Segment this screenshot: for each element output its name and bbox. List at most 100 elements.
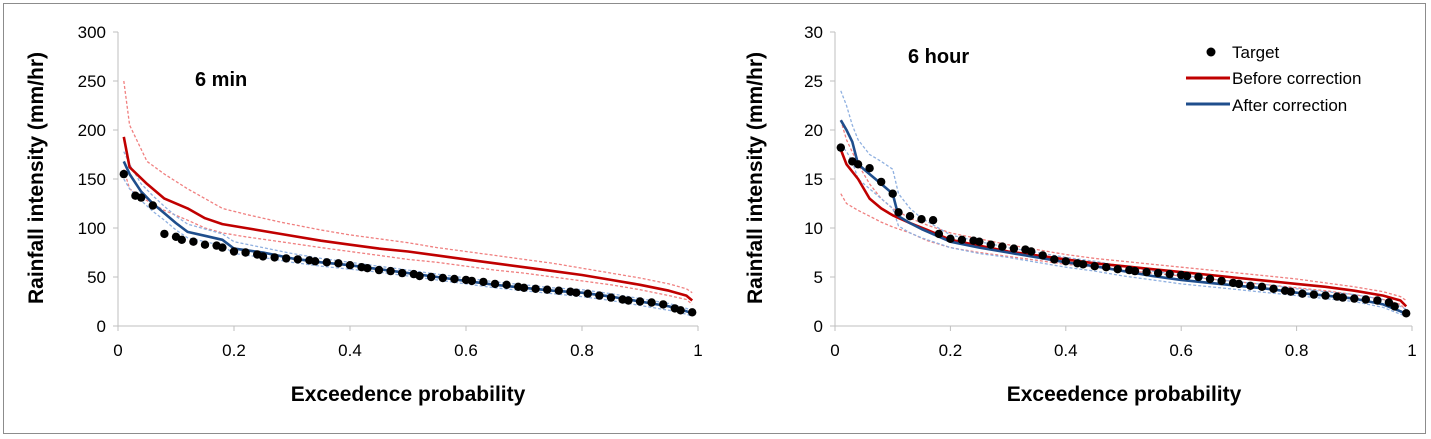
before-band-line <box>840 193 1407 311</box>
target-point <box>1217 276 1226 286</box>
target-point <box>1286 287 1296 296</box>
target-point <box>1130 266 1140 276</box>
target-point <box>1321 291 1330 300</box>
x-tick-label: 0.8 <box>1285 341 1309 360</box>
y-tick-label: 300 <box>78 23 106 42</box>
x-tick-label: 0.8 <box>570 341 594 360</box>
target-point <box>189 237 198 246</box>
target-point <box>1153 268 1163 278</box>
target-point <box>1390 302 1399 311</box>
target-point <box>427 272 436 282</box>
y-tick-label: 0 <box>97 317 106 336</box>
target-point <box>1050 255 1059 264</box>
target-point <box>502 280 511 289</box>
target-point <box>1009 244 1019 253</box>
target-point <box>1298 289 1307 298</box>
target-point <box>1402 309 1411 318</box>
after-band-line <box>840 90 1407 310</box>
target-point <box>241 248 250 257</box>
target-point <box>1350 294 1359 303</box>
legend-target-label: Target <box>1232 43 1280 62</box>
target-point <box>1338 293 1348 302</box>
target-point <box>888 189 897 198</box>
target-point <box>119 169 128 179</box>
target-point <box>270 253 279 262</box>
y-tick-label: 5 <box>814 268 823 287</box>
target-point <box>635 297 645 306</box>
x-tick-label: 0.2 <box>939 341 963 360</box>
x-tick-label: 0.6 <box>454 341 478 360</box>
y-tick-label: 20 <box>804 121 823 140</box>
target-point <box>917 215 926 224</box>
target-point <box>386 266 395 276</box>
target-point <box>282 254 291 263</box>
before-band-line <box>840 120 1407 302</box>
figure-frame <box>3 3 1426 434</box>
target-point <box>137 193 146 202</box>
target-point <box>998 242 1007 251</box>
y-tick-label: 0 <box>814 317 823 336</box>
target-point <box>374 265 384 275</box>
target-point <box>688 308 697 317</box>
after-correction-line <box>122 160 693 315</box>
before-correction-line <box>122 136 694 302</box>
target-point <box>1182 271 1192 281</box>
target-point <box>975 237 984 246</box>
x-tick-label: 0.2 <box>222 341 246 360</box>
target-point <box>415 271 424 281</box>
target-point <box>836 143 845 152</box>
y-axis-label: Rainfall intensity (mm/hr) <box>744 52 767 304</box>
legend: Target Before correction After correctio… <box>1186 43 1361 115</box>
target-point <box>1113 265 1122 274</box>
legend-target-marker <box>1206 47 1216 57</box>
target-point <box>1234 279 1244 289</box>
before-band-line <box>123 80 693 294</box>
target-point <box>905 212 915 221</box>
target-point <box>877 177 886 187</box>
target-point <box>398 268 407 278</box>
y-tick-label: 200 <box>78 121 106 140</box>
target-point <box>345 261 355 270</box>
target-point <box>148 201 157 210</box>
target-point <box>928 216 938 225</box>
target-point <box>1102 263 1111 272</box>
x-axis-label: Exceedence probability <box>1007 383 1242 406</box>
after-band-line <box>123 151 693 311</box>
target-point <box>160 229 169 239</box>
target-point <box>946 234 955 243</box>
target-point <box>1309 290 1319 299</box>
target-point <box>583 289 592 298</box>
y-tick-label: 30 <box>804 23 823 42</box>
legend-before-label: Before correction <box>1232 69 1361 88</box>
target-point <box>1269 284 1278 293</box>
target-point <box>1027 247 1036 256</box>
x-axis-label: Exceedence probability <box>291 383 526 406</box>
y-tick-label: 50 <box>87 268 106 287</box>
target-point <box>1373 296 1382 305</box>
target-point <box>311 257 320 266</box>
y-tick-label: 150 <box>78 170 106 189</box>
x-tick-label: 1 <box>1407 341 1416 360</box>
target-point <box>572 288 581 297</box>
target-point <box>647 298 656 307</box>
target-point <box>334 259 343 268</box>
target-point <box>322 258 331 267</box>
target-point <box>606 293 616 302</box>
before-band-line <box>123 169 693 305</box>
target-point <box>490 279 500 289</box>
y-tick-label: 10 <box>804 219 823 238</box>
y-tick-label: 100 <box>78 219 106 238</box>
target-point <box>177 235 186 244</box>
target-point <box>258 252 268 261</box>
target-point <box>595 291 604 300</box>
target-point <box>1090 262 1099 271</box>
target-point <box>450 274 459 284</box>
target-point <box>438 273 447 283</box>
x-tick-label: 0.4 <box>338 341 362 360</box>
y-tick-label: 15 <box>804 170 823 189</box>
x-tick-label: 0 <box>113 341 122 360</box>
target-point <box>467 276 476 286</box>
target-point <box>986 240 995 249</box>
target-point <box>479 277 488 287</box>
